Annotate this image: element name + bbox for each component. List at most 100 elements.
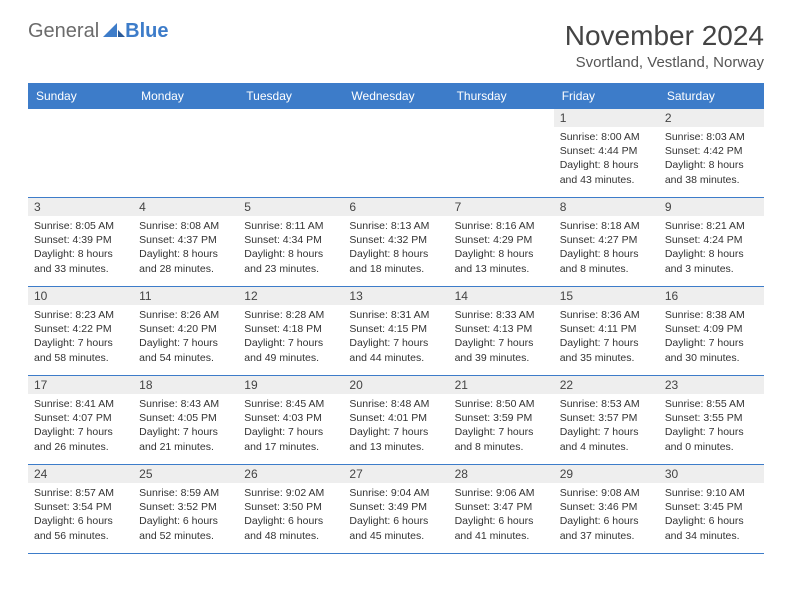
daylight-line: Daylight: 7 hours and 26 minutes.	[34, 425, 127, 453]
sunset-line: Sunset: 4:27 PM	[560, 233, 653, 247]
calendar-week-row: 17Sunrise: 8:41 AMSunset: 4:07 PMDayligh…	[28, 376, 764, 465]
weekday-header: Tuesday	[238, 83, 343, 109]
day-content: Sunrise: 9:04 AMSunset: 3:49 PMDaylight:…	[343, 483, 448, 547]
day-content: Sunrise: 8:31 AMSunset: 4:15 PMDaylight:…	[343, 305, 448, 369]
month-title: November 2024	[565, 20, 764, 52]
sunset-line: Sunset: 4:01 PM	[349, 411, 442, 425]
calendar-page: General Blue November 2024 Svortland, Ve…	[0, 0, 792, 574]
sunrise-line: Sunrise: 8:05 AM	[34, 219, 127, 233]
day-content: Sunrise: 8:11 AMSunset: 4:34 PMDaylight:…	[238, 216, 343, 280]
sunrise-line: Sunrise: 9:02 AM	[244, 486, 337, 500]
sunset-line: Sunset: 3:57 PM	[560, 411, 653, 425]
day-content: Sunrise: 8:26 AMSunset: 4:20 PMDaylight:…	[133, 305, 238, 369]
daylight-line: Daylight: 6 hours and 34 minutes.	[665, 514, 758, 542]
sunset-line: Sunset: 4:37 PM	[139, 233, 232, 247]
day-content: Sunrise: 8:59 AMSunset: 3:52 PMDaylight:…	[133, 483, 238, 547]
title-block: November 2024 Svortland, Vestland, Norwa…	[565, 20, 764, 71]
brand-sail-icon	[103, 20, 125, 43]
sunrise-line: Sunrise: 8:13 AM	[349, 219, 442, 233]
day-content: Sunrise: 8:41 AMSunset: 4:07 PMDaylight:…	[28, 394, 133, 458]
daylight-line: Daylight: 6 hours and 48 minutes.	[244, 514, 337, 542]
sunrise-line: Sunrise: 9:04 AM	[349, 486, 442, 500]
calendar-body: ..........1Sunrise: 8:00 AMSunset: 4:44 …	[28, 109, 764, 554]
sunset-line: Sunset: 4:05 PM	[139, 411, 232, 425]
daylight-line: Daylight: 7 hours and 44 minutes.	[349, 336, 442, 364]
sunset-line: Sunset: 4:09 PM	[665, 322, 758, 336]
day-content: Sunrise: 8:05 AMSunset: 4:39 PMDaylight:…	[28, 216, 133, 280]
sunset-line: Sunset: 4:22 PM	[34, 322, 127, 336]
daylight-line: Daylight: 7 hours and 0 minutes.	[665, 425, 758, 453]
calendar-day-cell: 27Sunrise: 9:04 AMSunset: 3:49 PMDayligh…	[343, 465, 448, 554]
calendar-day-cell: 11Sunrise: 8:26 AMSunset: 4:20 PMDayligh…	[133, 287, 238, 376]
sunrise-line: Sunrise: 8:48 AM	[349, 397, 442, 411]
day-content: Sunrise: 8:13 AMSunset: 4:32 PMDaylight:…	[343, 216, 448, 280]
day-content: Sunrise: 9:08 AMSunset: 3:46 PMDaylight:…	[554, 483, 659, 547]
sunrise-line: Sunrise: 8:03 AM	[665, 130, 758, 144]
day-content: Sunrise: 8:43 AMSunset: 4:05 PMDaylight:…	[133, 394, 238, 458]
sunset-line: Sunset: 4:07 PM	[34, 411, 127, 425]
sunrise-line: Sunrise: 8:08 AM	[139, 219, 232, 233]
day-content: Sunrise: 8:53 AMSunset: 3:57 PMDaylight:…	[554, 394, 659, 458]
sunrise-line: Sunrise: 8:23 AM	[34, 308, 127, 322]
calendar-day-cell: ..	[343, 109, 448, 198]
day-number: 26	[238, 465, 343, 483]
sunrise-line: Sunrise: 8:21 AM	[665, 219, 758, 233]
sunrise-line: Sunrise: 8:41 AM	[34, 397, 127, 411]
brand-word-1: General	[28, 20, 99, 43]
sunrise-line: Sunrise: 9:10 AM	[665, 486, 758, 500]
sunrise-line: Sunrise: 8:31 AM	[349, 308, 442, 322]
day-content: Sunrise: 8:00 AMSunset: 4:44 PMDaylight:…	[554, 127, 659, 191]
sunset-line: Sunset: 3:50 PM	[244, 500, 337, 514]
day-content: Sunrise: 8:50 AMSunset: 3:59 PMDaylight:…	[449, 394, 554, 458]
day-number: 24	[28, 465, 133, 483]
day-number: 30	[659, 465, 764, 483]
sunset-line: Sunset: 4:15 PM	[349, 322, 442, 336]
sunrise-line: Sunrise: 9:06 AM	[455, 486, 548, 500]
calendar-day-cell: 18Sunrise: 8:43 AMSunset: 4:05 PMDayligh…	[133, 376, 238, 465]
day-number: 19	[238, 376, 343, 394]
day-number: 29	[554, 465, 659, 483]
daylight-line: Daylight: 8 hours and 18 minutes.	[349, 247, 442, 275]
day-number: 12	[238, 287, 343, 305]
calendar-day-cell: 16Sunrise: 8:38 AMSunset: 4:09 PMDayligh…	[659, 287, 764, 376]
day-number: 15	[554, 287, 659, 305]
calendar-day-cell: ..	[238, 109, 343, 198]
day-content: Sunrise: 8:23 AMSunset: 4:22 PMDaylight:…	[28, 305, 133, 369]
sunset-line: Sunset: 4:13 PM	[455, 322, 548, 336]
day-number: 2	[659, 109, 764, 127]
daylight-line: Daylight: 6 hours and 56 minutes.	[34, 514, 127, 542]
day-content: Sunrise: 8:36 AMSunset: 4:11 PMDaylight:…	[554, 305, 659, 369]
day-number: 22	[554, 376, 659, 394]
daylight-line: Daylight: 8 hours and 28 minutes.	[139, 247, 232, 275]
weekday-header: Sunday	[28, 83, 133, 109]
daylight-line: Daylight: 7 hours and 13 minutes.	[349, 425, 442, 453]
day-number: 28	[449, 465, 554, 483]
sunset-line: Sunset: 4:03 PM	[244, 411, 337, 425]
sunset-line: Sunset: 3:54 PM	[34, 500, 127, 514]
sunrise-line: Sunrise: 8:00 AM	[560, 130, 653, 144]
day-number: 14	[449, 287, 554, 305]
calendar-day-cell: ..	[449, 109, 554, 198]
daylight-line: Daylight: 8 hours and 8 minutes.	[560, 247, 653, 275]
calendar-week-row: 24Sunrise: 8:57 AMSunset: 3:54 PMDayligh…	[28, 465, 764, 554]
sunrise-line: Sunrise: 8:18 AM	[560, 219, 653, 233]
calendar-day-cell: 8Sunrise: 8:18 AMSunset: 4:27 PMDaylight…	[554, 198, 659, 287]
day-number: 21	[449, 376, 554, 394]
sunrise-line: Sunrise: 8:59 AM	[139, 486, 232, 500]
sunset-line: Sunset: 4:18 PM	[244, 322, 337, 336]
daylight-line: Daylight: 7 hours and 54 minutes.	[139, 336, 232, 364]
calendar-day-cell: 12Sunrise: 8:28 AMSunset: 4:18 PMDayligh…	[238, 287, 343, 376]
sunset-line: Sunset: 4:29 PM	[455, 233, 548, 247]
sunset-line: Sunset: 3:47 PM	[455, 500, 548, 514]
daylight-line: Daylight: 7 hours and 21 minutes.	[139, 425, 232, 453]
day-content: Sunrise: 8:28 AMSunset: 4:18 PMDaylight:…	[238, 305, 343, 369]
sunset-line: Sunset: 3:52 PM	[139, 500, 232, 514]
day-number: 5	[238, 198, 343, 216]
daylight-line: Daylight: 6 hours and 52 minutes.	[139, 514, 232, 542]
calendar-week-row: 3Sunrise: 8:05 AMSunset: 4:39 PMDaylight…	[28, 198, 764, 287]
day-content: Sunrise: 9:10 AMSunset: 3:45 PMDaylight:…	[659, 483, 764, 547]
calendar-table: SundayMondayTuesdayWednesdayThursdayFrid…	[28, 83, 764, 554]
calendar-day-cell: 20Sunrise: 8:48 AMSunset: 4:01 PMDayligh…	[343, 376, 448, 465]
day-number: 1	[554, 109, 659, 127]
day-content: Sunrise: 8:55 AMSunset: 3:55 PMDaylight:…	[659, 394, 764, 458]
